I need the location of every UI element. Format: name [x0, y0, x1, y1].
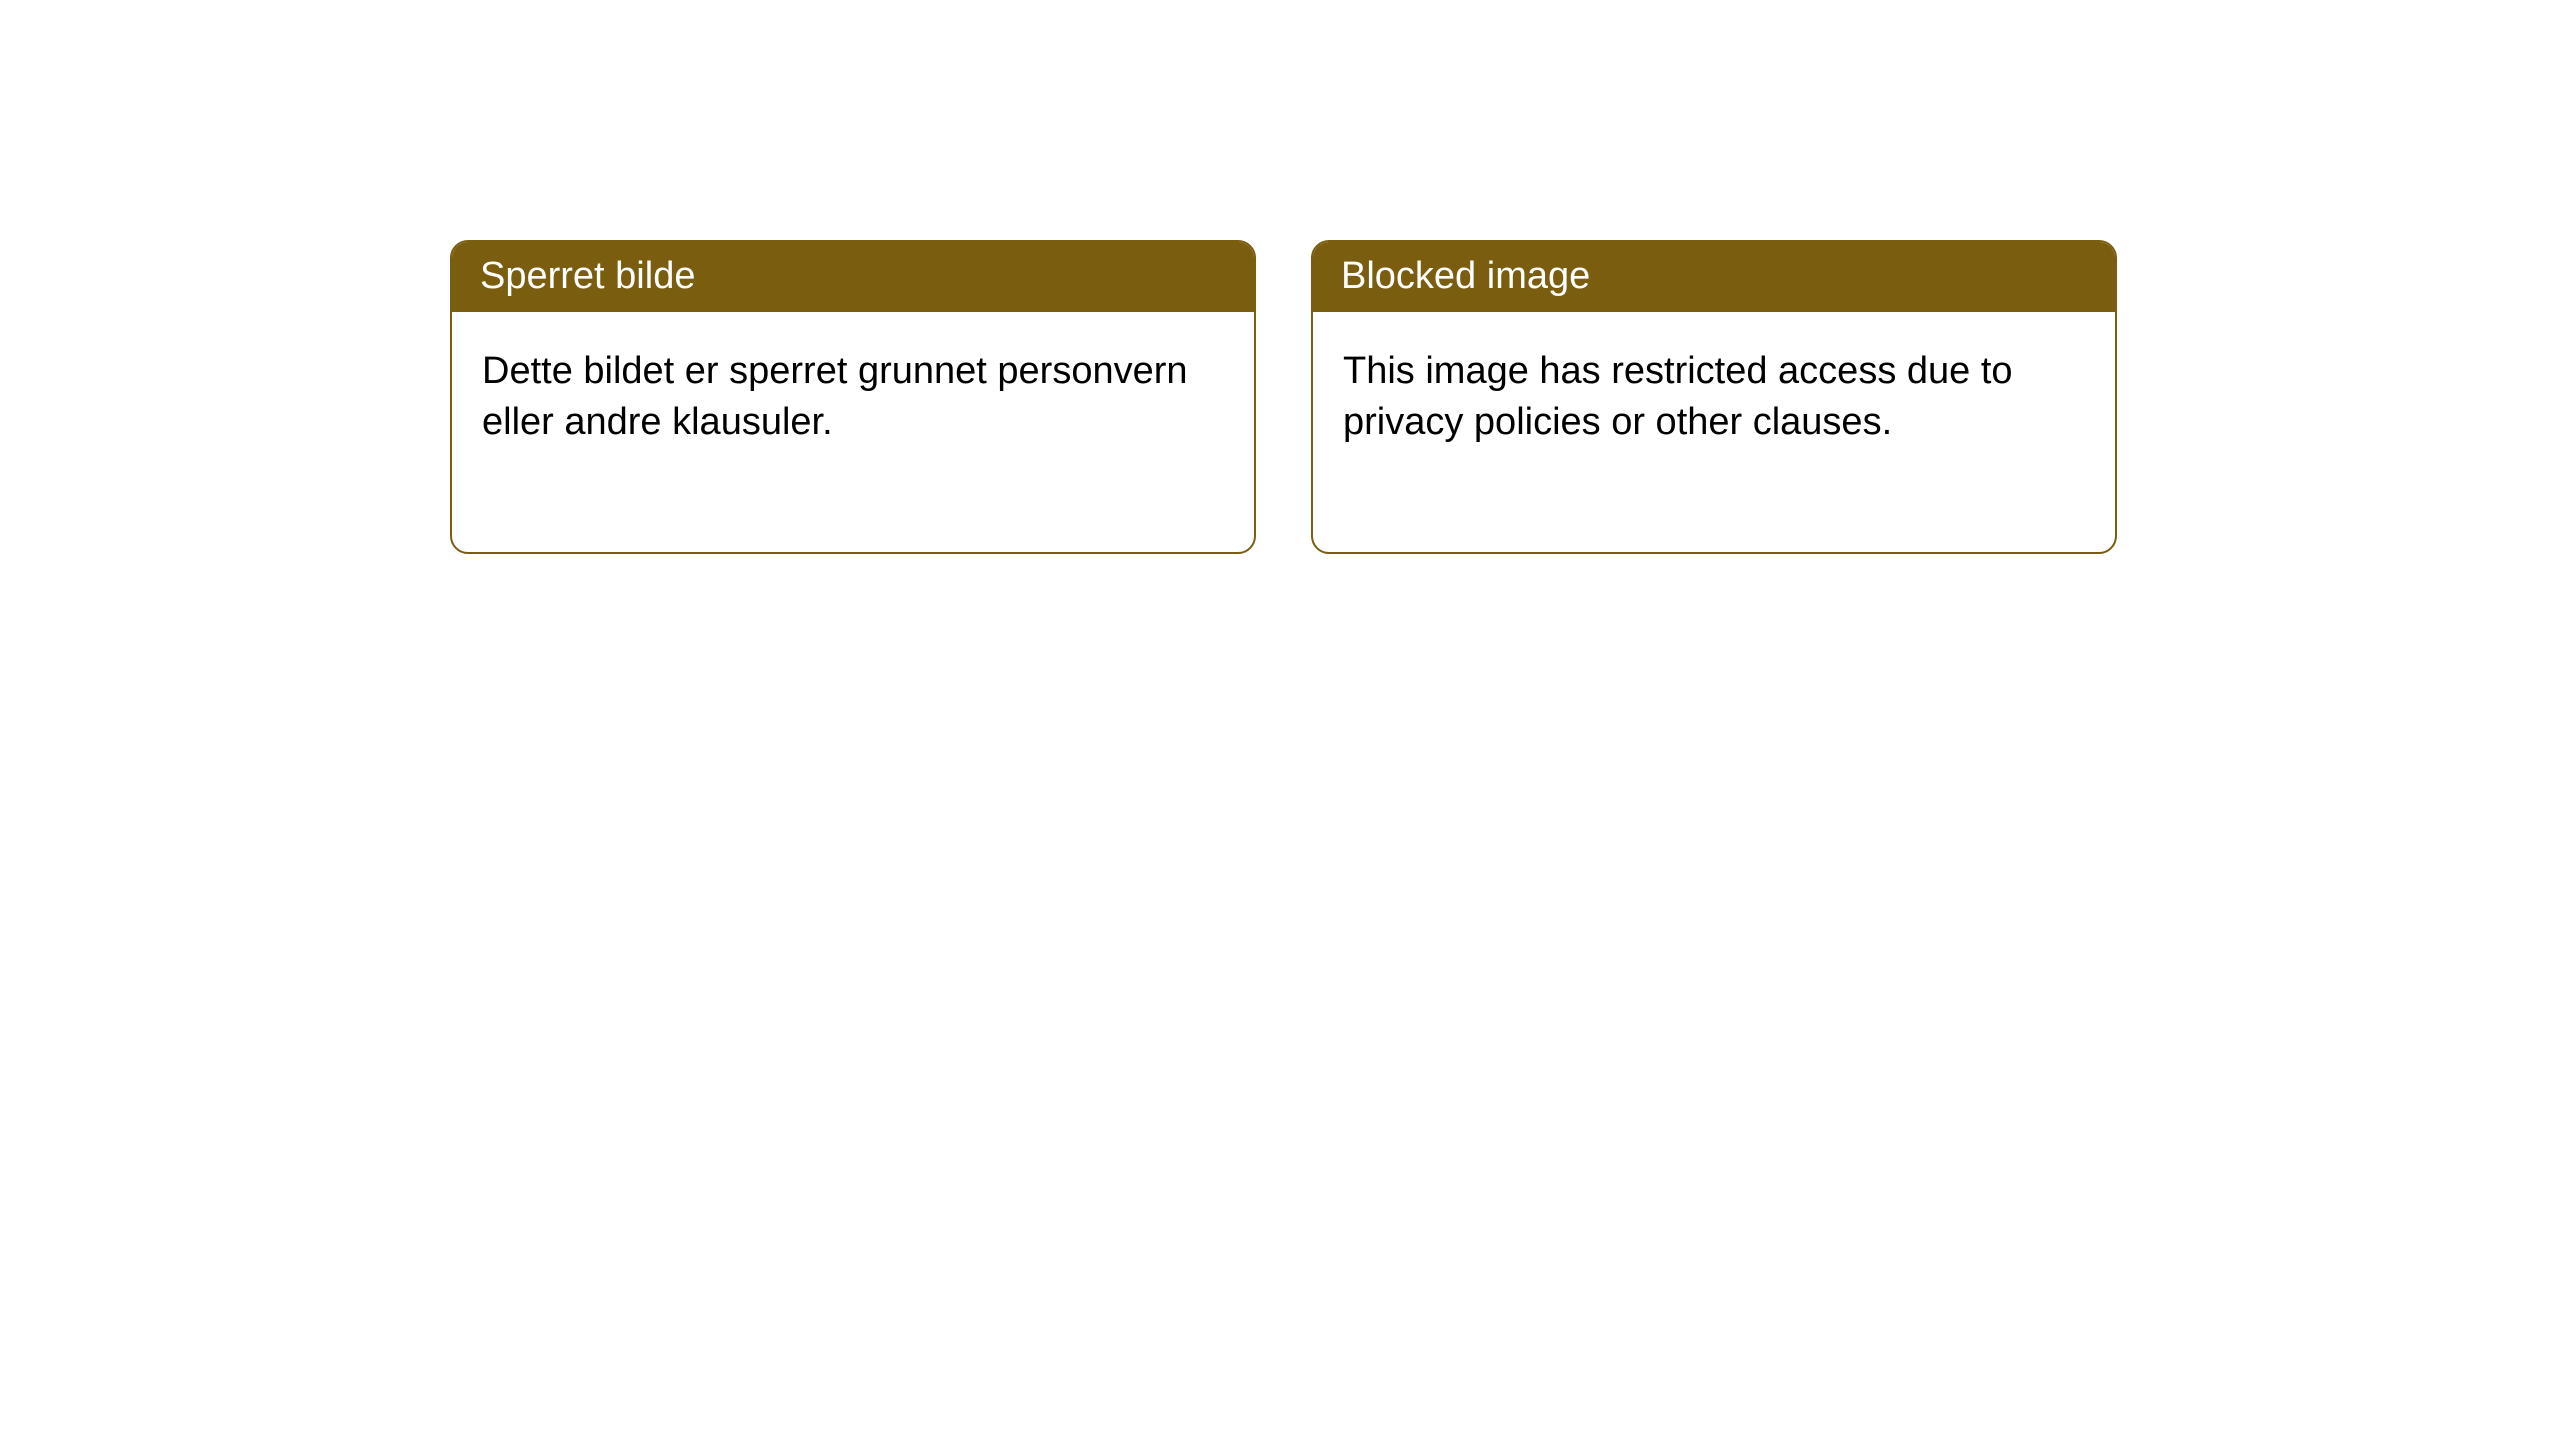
notice-card-english: Blocked image This image has restricted …: [1311, 240, 2117, 554]
notice-header: Blocked image: [1313, 242, 2115, 312]
notice-body: Dette bildet er sperret grunnet personve…: [452, 312, 1254, 552]
notice-header: Sperret bilde: [452, 242, 1254, 312]
notice-body: This image has restricted access due to …: [1313, 312, 2115, 552]
notice-container: Sperret bilde Dette bildet er sperret gr…: [0, 0, 2560, 554]
notice-card-norwegian: Sperret bilde Dette bildet er sperret gr…: [450, 240, 1256, 554]
